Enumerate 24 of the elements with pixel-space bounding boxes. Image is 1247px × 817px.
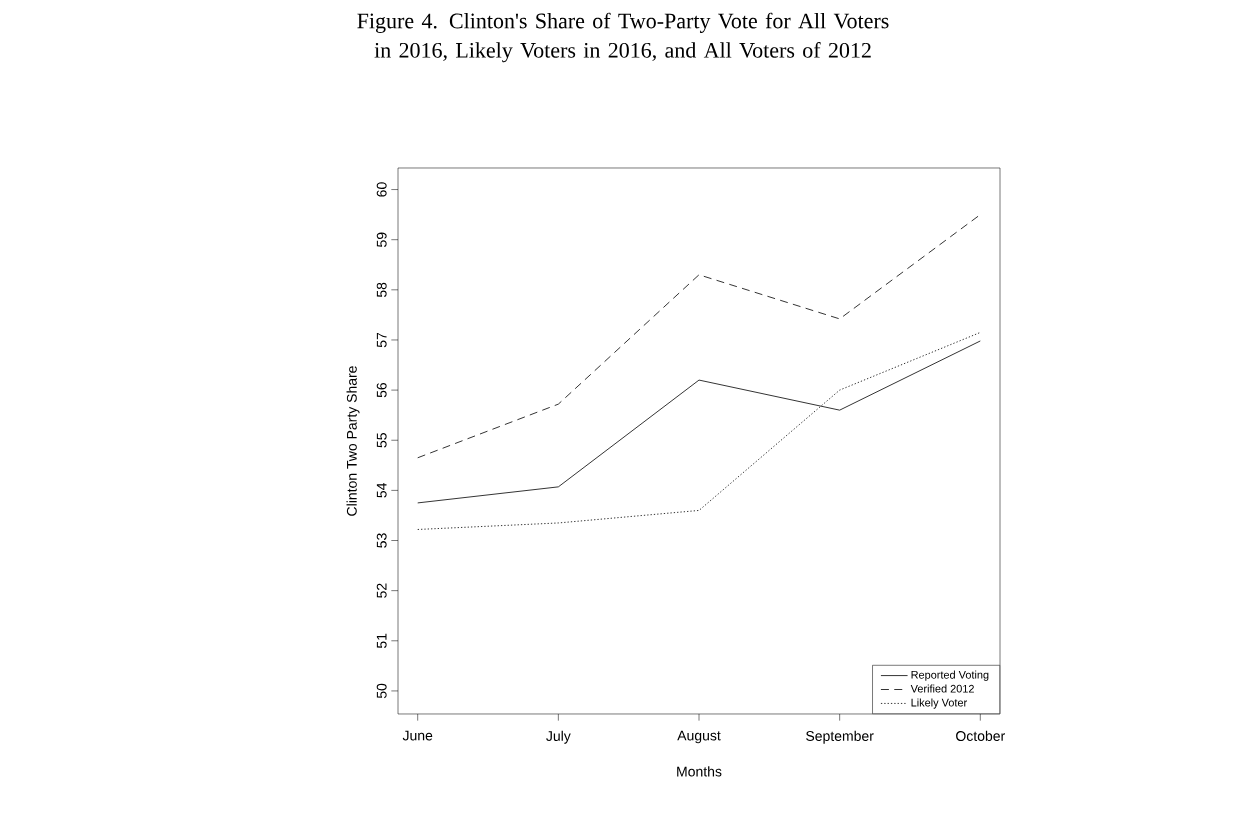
line-series	[417, 332, 981, 530]
legend-label: Reported Voting	[911, 670, 989, 681]
y-tick-label: 58	[376, 282, 387, 298]
y-tick-label: 60	[376, 182, 387, 197]
legend-label: Likely Voter	[911, 698, 967, 709]
x-tick-label: August	[677, 730, 721, 744]
legend-label: Verified 2012	[910, 684, 974, 693]
y-tick-label: 59	[376, 232, 387, 247]
y-tick-label: 55	[376, 433, 387, 448]
y-tick-label: 54	[376, 483, 387, 498]
x-tick-label: July	[546, 730, 571, 744]
y-tick-label: 51	[376, 633, 387, 649]
x-axis-title: Months	[677, 766, 722, 777]
y-tick-label: 52	[376, 583, 387, 598]
y-tick-label: 56	[376, 382, 387, 398]
y-tick-label: 50	[376, 683, 387, 699]
y-tick-label: 57	[376, 332, 387, 348]
y-axis-title: Clinton Two Party Share	[346, 366, 360, 516]
line-series	[417, 214, 981, 459]
x-tick-label: June	[402, 730, 433, 741]
x-tick-label: October	[956, 730, 1005, 741]
x-tick-label: September	[806, 730, 874, 744]
chart-title: Figure 4. Clinton's Share of Two-Party Vote for All Voters in 2016, Likely Voters in 2016, and All Voters of 2012	[357, 12, 889, 63]
y-tick-label: 53	[376, 533, 387, 548]
